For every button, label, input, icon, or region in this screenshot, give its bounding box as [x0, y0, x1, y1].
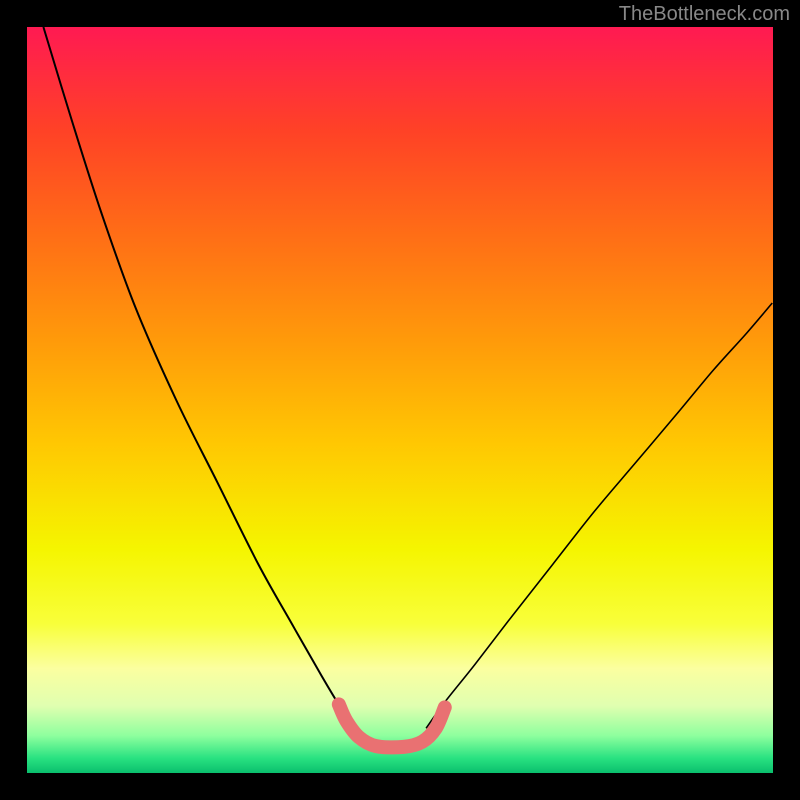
watermark-text: TheBottleneck.com — [619, 3, 790, 26]
curve-bottom-arc — [339, 704, 445, 747]
chart-plot-area — [27, 27, 773, 773]
curve-left-tail — [43, 27, 355, 730]
curve-layer — [27, 27, 773, 773]
chart-frame: TheBottleneck.com — [0, 0, 800, 800]
curve-right-tail — [426, 303, 772, 728]
